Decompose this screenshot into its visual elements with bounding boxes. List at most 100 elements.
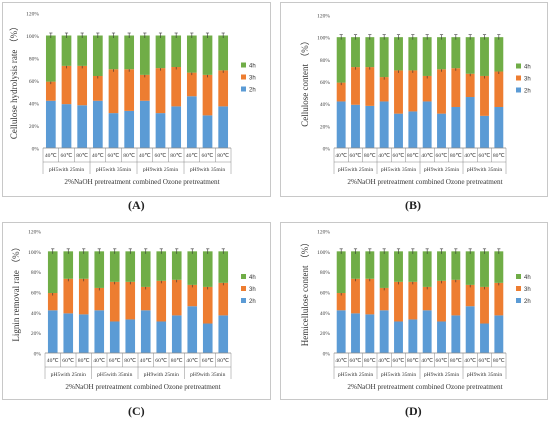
x-axis-title-d: 2%NaOH pretreatment combined Ozone pretr… [347, 383, 502, 391]
x-category-label-d: 80℃ [493, 358, 506, 364]
bar-b-4h-0 [336, 37, 346, 83]
y-tick-label-d: 40% [320, 311, 331, 317]
bar-c-2h-3 [94, 310, 105, 353]
x-category-label-d: 40℃ [335, 358, 348, 364]
bar-d-2h-2 [365, 314, 375, 353]
y-tick-label-a: 120% [26, 12, 39, 18]
bar-a-2h-1 [61, 104, 72, 148]
x-category-label-c: 40℃ [47, 358, 60, 364]
y-axis-title-b: Cellulose content （%） [300, 36, 310, 126]
panel-label-d: (D) [405, 404, 422, 418]
x-category-label-a: 80℃ [123, 153, 136, 159]
bar-d-4h-11 [494, 251, 504, 283]
x-group-label-d: pH5with 35min [381, 372, 416, 378]
bar-c-3h-4 [109, 281, 120, 322]
legend-swatch-b-3h [516, 75, 521, 81]
bar-a-4h-6 [139, 35, 150, 75]
legend-swatch-d-3h [516, 286, 521, 291]
y-tick-label-b: 40% [320, 102, 331, 108]
bar-b-2h-0 [336, 101, 346, 148]
x-category-label-b: 40℃ [421, 153, 434, 159]
chart-panel-c: 0% 20% 40% 60% 80% 100% 120% Lignin removal rat… [2, 222, 271, 400]
bar-b-4h-10 [480, 37, 489, 76]
x-group-label-a: pH5with 25min [49, 167, 84, 173]
bar-b-2h-4 [394, 113, 403, 148]
legend-swatch-d-4h [516, 274, 521, 279]
x-category-label-b: 80℃ [450, 153, 463, 159]
x-category-label-b: 40℃ [335, 153, 348, 159]
bar-a-4h-0 [45, 35, 56, 82]
y-tick-label-c: 0% [34, 352, 42, 358]
bar-d-4h-4 [394, 251, 403, 282]
bar-c-2h-1 [63, 313, 74, 353]
bar-b-3h-11 [494, 71, 504, 107]
x-category-label-d: 80℃ [364, 358, 377, 364]
bar-a-3h-9 [186, 72, 197, 97]
legend-label-c-3h: 3h [249, 287, 256, 293]
y-tick-label-b: 100% [317, 36, 330, 42]
bar-c-2h-9 [187, 306, 198, 353]
y-axis-title-a: Cellulose hydrolysis rate （%） [9, 22, 19, 139]
legend-label-d-4h: 4h [524, 275, 531, 281]
bar-c-3h-11 [218, 282, 229, 316]
x-group-label-a: pH5with 35min [96, 167, 131, 173]
bar-d-4h-5 [408, 251, 418, 282]
y-tick-label-b: 20% [320, 124, 331, 130]
bar-a-2h-8 [171, 106, 182, 148]
bar-d-3h-3 [379, 287, 389, 311]
x-category-label-a: 60℃ [202, 153, 215, 159]
bar-a-4h-10 [202, 35, 213, 75]
y-tick-label-c: 60% [31, 291, 42, 297]
bar-c-2h-8 [171, 315, 182, 353]
bar-d-3h-6 [422, 286, 432, 311]
bar-c-4h-0 [47, 251, 58, 294]
legend-swatch-a-3h [241, 74, 246, 80]
bar-d-3h-7 [437, 280, 446, 322]
bar-b-2h-11 [494, 106, 504, 148]
bar-d-2h-1 [351, 313, 360, 353]
x-group-label-a: pH9with 25min [143, 167, 178, 173]
bar-a-3h-6 [139, 74, 150, 101]
bar-d-3h-2 [365, 278, 375, 315]
y-tick-label-a: 100% [26, 34, 39, 40]
legend-label-c-2h: 2h [249, 299, 256, 305]
x-category-label-c: 40℃ [93, 358, 106, 364]
bar-d-2h-0 [336, 310, 346, 353]
x-category-label-c: 60℃ [155, 358, 168, 364]
legend-swatch-b-2h [516, 87, 521, 93]
bar-d-3h-8 [451, 279, 461, 316]
bar-c-2h-7 [156, 321, 167, 353]
x-category-label-c: 60℃ [109, 358, 122, 364]
x-category-label-a: 80℃ [217, 153, 230, 159]
bar-d-4h-10 [480, 251, 489, 287]
x-category-label-d: 40℃ [378, 358, 391, 364]
y-tick-label-a: 60% [29, 79, 40, 85]
x-category-label-c: 40℃ [186, 358, 199, 364]
bar-c-4h-5 [125, 251, 136, 282]
x-category-label-b: 60℃ [350, 153, 363, 159]
bar-d-4h-0 [336, 251, 346, 294]
bar-c-4h-2 [78, 251, 89, 279]
x-category-label-a: 60℃ [61, 153, 74, 159]
bar-d-3h-0 [336, 293, 346, 311]
legend-swatch-a-4h [241, 62, 246, 68]
x-group-label-c: pH9with 25min [144, 372, 179, 378]
y-tick-label-c: 20% [31, 331, 42, 337]
y-tick-label-c: 100% [28, 250, 41, 256]
x-category-label-d: 80℃ [450, 358, 463, 364]
x-category-label-a: 40℃ [139, 153, 152, 159]
bar-d-2h-4 [394, 321, 403, 353]
bar-d-3h-11 [494, 282, 504, 316]
bar-c-2h-11 [218, 315, 229, 353]
bar-a-3h-10 [202, 74, 213, 116]
y-tick-label-c: 40% [31, 311, 42, 317]
bar-b-4h-4 [394, 37, 403, 71]
bar-a-2h-6 [139, 100, 150, 148]
x-category-label-c: 60℃ [202, 358, 215, 364]
y-tick-label-d: 120% [317, 230, 330, 236]
x-group-label-d: pH5with 25min [338, 372, 373, 378]
bar-a-3h-1 [61, 65, 72, 105]
x-category-label-b: 60℃ [393, 153, 406, 159]
bar-b-4h-5 [408, 37, 418, 71]
legend-swatch-c-3h [241, 286, 246, 291]
